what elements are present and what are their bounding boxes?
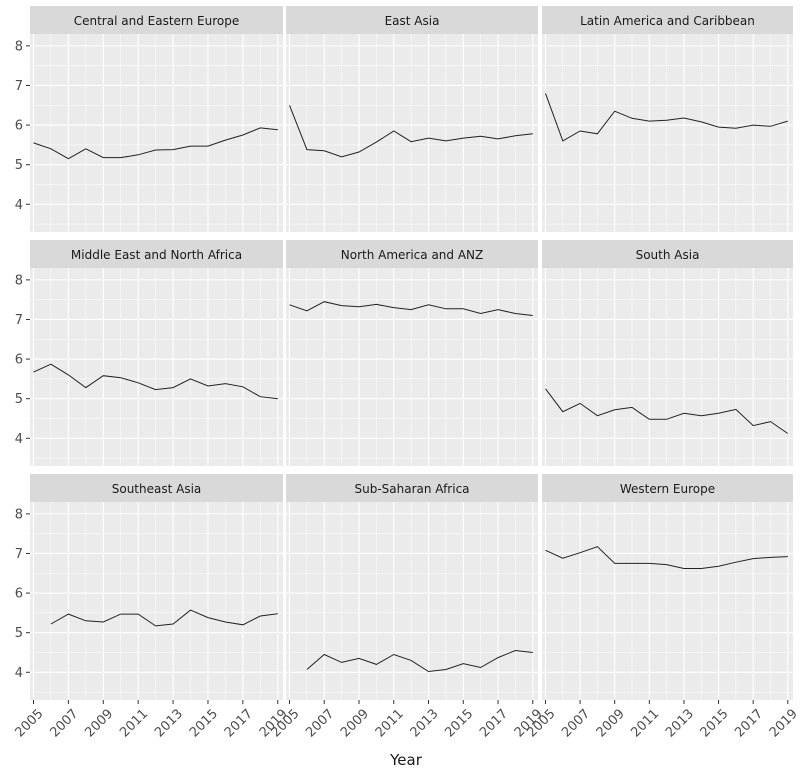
x-tick-label: 2009 xyxy=(594,706,628,740)
y-tick-label: 8 xyxy=(15,273,23,288)
y-tick-label: 5 xyxy=(15,626,23,641)
series-line-south-asia xyxy=(545,388,789,434)
panel-background-latin-america-and-caribbean xyxy=(542,34,793,232)
y-tick-label: 5 xyxy=(15,158,23,173)
x-tick-label: 2017 xyxy=(732,706,766,740)
panel-title-south-asia: South Asia xyxy=(636,248,700,262)
x-tick-label: 2015 xyxy=(187,706,221,740)
panel-background-north-america-and-anz xyxy=(286,268,538,466)
series-line-north-america-and-anz xyxy=(289,301,533,316)
panel-title-western-europe: Western Europe xyxy=(620,482,715,496)
y-tick-label: 4 xyxy=(15,198,23,213)
y-tick-label: 6 xyxy=(15,353,23,368)
panel-title-middle-east-and-north-africa: Middle East and North Africa xyxy=(71,248,242,262)
panel-title-east-asia: East Asia xyxy=(385,14,440,28)
series-line-east-asia xyxy=(289,105,533,158)
x-tick-label: 2009 xyxy=(82,706,116,740)
panel-background-central-and-eastern-europe xyxy=(30,34,283,232)
x-tick-label: 2011 xyxy=(373,706,407,740)
series-line-western-europe xyxy=(545,546,788,569)
y-tick-label: 8 xyxy=(15,507,23,522)
x-tick-label: 2017 xyxy=(477,706,511,740)
x-tick-label: 2005 xyxy=(13,706,47,740)
panel-strip-north-america-and-anz xyxy=(286,240,538,268)
series-line-sub-saharan-africa xyxy=(306,649,533,673)
panel-background-southeast-asia xyxy=(30,502,283,700)
x-tick-label: 2011 xyxy=(117,706,151,740)
x-tick-label: 2009 xyxy=(338,706,372,740)
y-tick-label: 6 xyxy=(15,119,23,134)
y-tick-label: 4 xyxy=(15,432,23,447)
panel-strip-central-and-eastern-europe xyxy=(30,6,283,34)
panel-title-sub-saharan-africa: Sub-Saharan Africa xyxy=(354,482,469,496)
panel-strip-latin-america-and-caribbean xyxy=(542,6,793,34)
panel-title-north-america-and-anz: North America and ANZ xyxy=(341,248,484,262)
panel-background-western-europe xyxy=(542,502,793,700)
y-tick-label: 7 xyxy=(15,79,23,94)
x-tick-label: 2015 xyxy=(698,706,732,740)
x-tick-label: 2007 xyxy=(47,706,81,740)
y-tick-label: 7 xyxy=(15,547,23,562)
panel-background-middle-east-and-north-africa xyxy=(30,268,283,466)
y-tick-label: 4 xyxy=(15,666,23,681)
panel-strip-western-europe xyxy=(542,474,793,502)
x-tick-label: 2005 xyxy=(269,706,303,740)
x-tick-label: 2019 xyxy=(767,706,800,740)
x-tick-label: 2013 xyxy=(663,706,697,740)
x-axis-title: Year xyxy=(389,751,423,769)
x-tick-label: 2013 xyxy=(152,706,186,740)
panel-title-central-and-eastern-europe: Central and Eastern Europe xyxy=(74,14,240,28)
series-line-southeast-asia xyxy=(50,609,278,627)
panel-strip-middle-east-and-north-africa xyxy=(30,240,283,268)
series-line-central-and-eastern-europe xyxy=(33,127,278,160)
panel-strip-sub-saharan-africa xyxy=(286,474,538,502)
panel-background-east-asia xyxy=(286,34,538,232)
x-tick-label: 2007 xyxy=(559,706,593,740)
x-tick-label: 2015 xyxy=(442,706,476,740)
x-tick-label: 2007 xyxy=(303,706,337,740)
panel-strip-southeast-asia xyxy=(30,474,283,502)
panel-background-south-asia xyxy=(542,268,793,466)
x-tick-label: 2017 xyxy=(222,706,256,740)
series-line-middle-east-and-north-africa xyxy=(33,363,278,400)
panel-title-latin-america-and-caribbean: Latin America and Caribbean xyxy=(580,14,755,28)
x-tick-label: 2011 xyxy=(628,706,662,740)
panel-strip-east-asia xyxy=(286,6,538,34)
y-tick-label: 7 xyxy=(15,313,23,328)
x-tick-label: 2013 xyxy=(408,706,442,740)
panel-background-sub-saharan-africa xyxy=(286,502,538,700)
y-tick-label: 8 xyxy=(15,39,23,54)
y-tick-label: 5 xyxy=(15,392,23,407)
panel-title-southeast-asia: Southeast Asia xyxy=(112,482,202,496)
series-line-latin-america-and-caribbean xyxy=(545,93,788,142)
y-tick-label: 6 xyxy=(15,587,23,602)
panel-strip-south-asia xyxy=(542,240,793,268)
